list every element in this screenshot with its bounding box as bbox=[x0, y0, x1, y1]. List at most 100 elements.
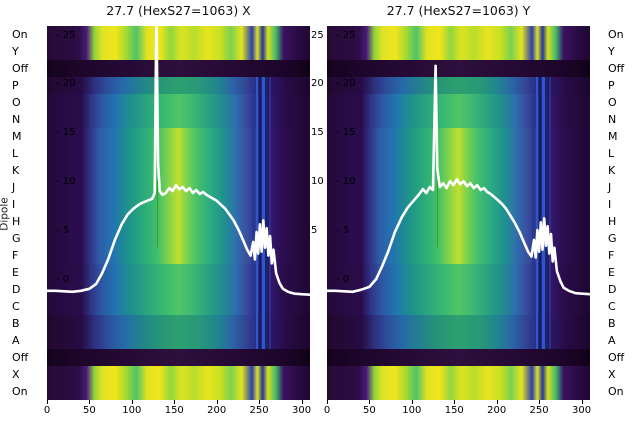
dipole-row-label-right: D bbox=[608, 282, 617, 296]
heatmap-row-k bbox=[327, 162, 590, 179]
dipole-row-label-left: On bbox=[12, 27, 28, 41]
heatmap-stripe bbox=[549, 77, 551, 349]
dipole-row-label-right: On bbox=[608, 27, 624, 41]
dipole-row-label-left: A bbox=[12, 333, 20, 347]
heatmap-row-i bbox=[327, 196, 590, 213]
heatmap-rows bbox=[47, 26, 310, 400]
panel-title-x: 27.7 (HexS27=1063) X bbox=[106, 3, 251, 18]
y-tick-label: - 25 bbox=[336, 29, 356, 41]
dipole-row-label-left: D bbox=[12, 282, 21, 296]
heatmap-row-o bbox=[327, 94, 590, 111]
y-tick-label-right: 20 bbox=[311, 78, 324, 90]
heatmap-stripe bbox=[258, 77, 261, 349]
x-tick-label: 100 bbox=[402, 405, 422, 416]
y-tick-label: - 5 bbox=[56, 225, 70, 237]
dipole-row-label-right: H bbox=[608, 214, 617, 228]
x-tick-label: 0 bbox=[43, 405, 51, 416]
heatmap-row-m bbox=[47, 128, 310, 145]
dipole-row-label-left: O bbox=[12, 95, 21, 109]
heatmap-row-l bbox=[327, 145, 590, 162]
heatmap-row-x bbox=[327, 366, 590, 383]
dipole-row-label-left: C bbox=[12, 299, 20, 313]
dipole-row-label-left: X bbox=[12, 367, 20, 381]
dipole-row-label-right: C bbox=[608, 299, 616, 313]
y-tick-label: - 10 bbox=[56, 176, 76, 188]
heatmap-row-off bbox=[47, 349, 310, 366]
x-tick-label: 250 bbox=[249, 405, 269, 416]
heatmap-row-off bbox=[47, 60, 310, 77]
dipole-row-label-right: F bbox=[608, 248, 615, 262]
y-tick-label: - 10 bbox=[336, 176, 356, 188]
dipole-row-label-right: O bbox=[608, 95, 617, 109]
dipole-row-label-right: P bbox=[608, 78, 615, 92]
x-tick-label: 300 bbox=[291, 405, 312, 416]
heatmap-row-on bbox=[47, 383, 310, 400]
dipole-row-label-left: M bbox=[12, 129, 22, 143]
dipole-row-label-left: B bbox=[12, 316, 20, 330]
dipole-row-label-left: Off bbox=[12, 350, 29, 364]
x-tick-mark bbox=[454, 400, 456, 404]
y-tick-label: - 15 bbox=[56, 127, 76, 139]
dipole-row-label-left: E bbox=[12, 265, 19, 279]
x-tick-mark bbox=[174, 400, 176, 404]
dipole-row-label-right: G bbox=[608, 231, 617, 245]
y-tick-label: - 15 bbox=[336, 127, 356, 139]
heatmap-stripe bbox=[262, 77, 265, 349]
x-tick-label: 0 bbox=[323, 405, 331, 416]
dipole-row-label-right: Y bbox=[608, 44, 615, 58]
heatmap-stripe bbox=[532, 77, 534, 349]
overlay-trace-x bbox=[47, 26, 310, 297]
y-tick-label-right: 25 bbox=[311, 29, 324, 41]
dipole-row-label-left: Off bbox=[12, 61, 29, 75]
y-tick-label: - 20 bbox=[336, 78, 356, 90]
y-tick-label: - 0 bbox=[336, 274, 350, 285]
heatmap-row-n bbox=[47, 111, 310, 128]
heatmap-panel-y: - 25 - 20 - 15 - 10 - 5 - 0 bbox=[327, 26, 590, 400]
heatmap-row-y bbox=[327, 43, 590, 60]
heatmap-row-f bbox=[327, 247, 590, 264]
x-tick-label: 50 bbox=[363, 405, 376, 416]
x-tick-label: 150 bbox=[164, 405, 184, 416]
x-tick-mark bbox=[539, 400, 541, 404]
heatmap-row-j bbox=[327, 179, 590, 196]
heatmap-row-e bbox=[47, 264, 310, 281]
dipole-row-label-left: N bbox=[12, 112, 21, 126]
heatmap-stripe bbox=[535, 77, 538, 349]
dipole-row-label-left: L bbox=[12, 146, 19, 160]
dipole-row-label-left: P bbox=[12, 78, 19, 92]
heatmap-row-o bbox=[47, 94, 310, 111]
dipole-row-label-left: J bbox=[12, 180, 16, 194]
heatmap-panel-x: - 25 - 20 - 15 - 10 - 5 - 0 bbox=[47, 26, 310, 400]
heatmap-row-p bbox=[327, 77, 590, 94]
x-tick-label: 200 bbox=[207, 405, 227, 416]
heatmap-stripe bbox=[252, 77, 254, 349]
heatmap-row-n bbox=[327, 111, 590, 128]
heatmap-row-h bbox=[47, 213, 310, 230]
x-tick-mark bbox=[47, 400, 48, 404]
dipole-row-label-left: K bbox=[12, 163, 20, 177]
heatmap-row-e bbox=[327, 264, 590, 281]
heatmap-row-m bbox=[327, 128, 590, 145]
x-tick-mark bbox=[89, 400, 91, 404]
panel-title-y: 27.7 (HexS27=1063) Y bbox=[386, 3, 531, 18]
heatmap-row-i bbox=[47, 196, 310, 213]
dipole-row-label-right: K bbox=[608, 163, 616, 177]
y-tick-label-right: 5 bbox=[311, 225, 318, 237]
heatmap-row-b bbox=[327, 315, 590, 332]
x-tick-mark bbox=[581, 400, 583, 404]
x-tick-label: 300 bbox=[571, 405, 592, 416]
dipole-row-label-left: Y bbox=[12, 44, 19, 58]
y-tick-label: - 5 bbox=[336, 225, 350, 237]
dipole-row-label-right: A bbox=[608, 333, 616, 347]
heatmap-row-off bbox=[327, 349, 590, 366]
heatmap-stripe bbox=[542, 77, 545, 349]
dipole-row-label-right: Off bbox=[608, 61, 625, 75]
dipole-row-label-right: J bbox=[608, 180, 612, 194]
x-tick-mark bbox=[496, 400, 498, 404]
y-tick-label: - 20 bbox=[56, 78, 76, 90]
dipole-row-label-right: B bbox=[608, 316, 616, 330]
x-tick-mark bbox=[216, 400, 218, 404]
heatmap-row-y bbox=[47, 43, 310, 60]
heatmap-row-on bbox=[327, 26, 590, 43]
white-average-trace bbox=[327, 64, 590, 296]
